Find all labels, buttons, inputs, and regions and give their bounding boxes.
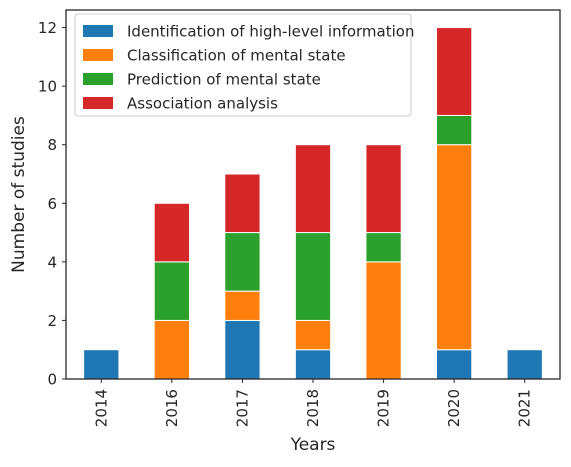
legend-swatch-1	[83, 49, 113, 61]
x-tick-label-2018: 2018	[304, 389, 322, 427]
bar-2017-series-0	[224, 319, 261, 380]
bar-2020-series-1	[436, 144, 473, 351]
x-tick-label-2020: 2020	[445, 389, 463, 427]
legend-label-3: Association analysis	[127, 95, 278, 113]
bar-2019-series-2	[365, 232, 402, 263]
bar-2014-series-0	[83, 349, 120, 380]
y-tick-label-6: 6	[47, 195, 57, 213]
legend-label-0: Identification of high-level information	[127, 23, 414, 41]
legend-label-2: Prediction of mental state	[127, 71, 321, 89]
y-axis: 0 2 4 6 8 10 12	[38, 19, 66, 389]
legend: Identification of high-level information…	[74, 13, 414, 117]
y-axis-label: Number of studies	[9, 116, 29, 273]
x-axis: 2014 2016 2017 2018 2019 2020 2021	[92, 379, 534, 427]
bar-2018-series-0	[294, 349, 332, 380]
y-tick-label-0: 0	[47, 371, 57, 389]
bar-2020-series-3	[436, 27, 473, 116]
bar-2016-series-1	[153, 319, 190, 380]
y-tick-label-10: 10	[38, 78, 57, 96]
bar-2017-series-3	[224, 173, 261, 234]
legend-swatch-3	[83, 97, 113, 109]
legend-box	[74, 13, 412, 117]
x-tick-label-2016: 2016	[163, 389, 181, 427]
x-axis-label: Years	[290, 435, 336, 455]
legend-swatch-2	[83, 73, 113, 85]
bar-2017-series-1	[224, 290, 261, 321]
bar-2018-series-3	[294, 144, 332, 234]
y-tick-label-2: 2	[47, 312, 57, 330]
x-tick-label-2021: 2021	[516, 389, 534, 427]
bar-2019-series-1	[365, 261, 402, 380]
legend-swatch-0	[83, 25, 113, 37]
y-tick-label-12: 12	[38, 19, 57, 37]
bar-2016-series-3	[153, 202, 190, 263]
legend-label-1: Classification of mental state	[127, 47, 346, 65]
bar-2017-series-2	[224, 232, 261, 292]
bar-2020-series-0	[436, 349, 473, 380]
legend-items: Identification of high-level information…	[83, 23, 414, 113]
bar-2021-series-0	[506, 349, 543, 380]
bar-2018-series-1	[294, 319, 332, 351]
bar-2019-series-3	[365, 144, 402, 234]
x-tick-label-2017: 2017	[233, 389, 251, 427]
y-tick-label-8: 8	[47, 136, 57, 154]
x-tick-label-2019: 2019	[375, 389, 393, 427]
bar-2018-series-2	[294, 232, 332, 321]
bar-2020-series-2	[436, 114, 473, 146]
x-tick-label-2014: 2014	[92, 389, 110, 427]
y-tick-label-4: 4	[47, 253, 57, 271]
bar-2016-series-2	[153, 261, 190, 321]
bars-layer	[83, 27, 543, 380]
